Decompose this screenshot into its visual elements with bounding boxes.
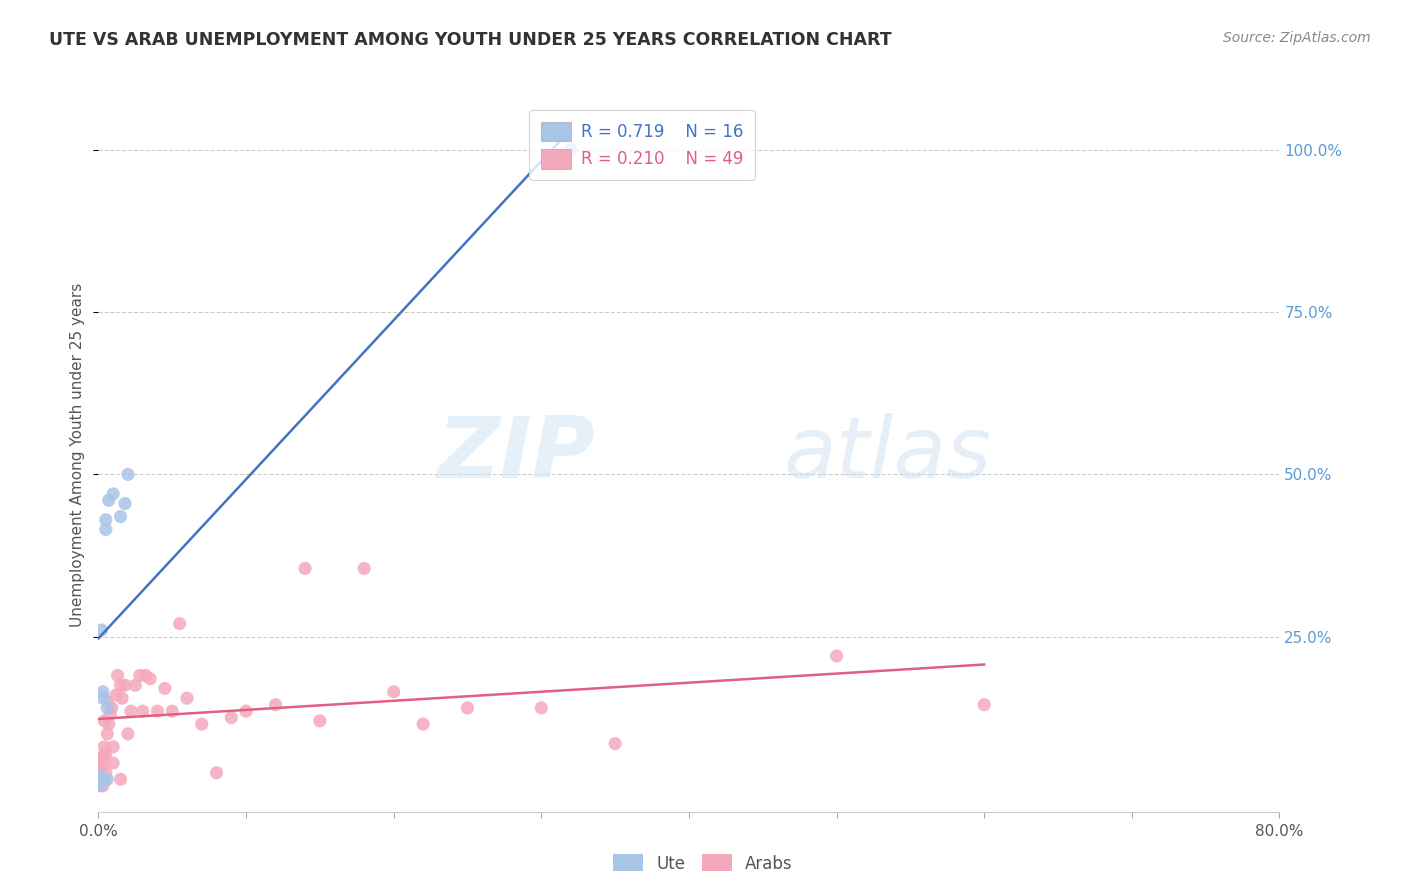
Point (94, 513, 117, 527)
Point (110, 772, 132, 787)
Point (382, 684, 405, 698)
Point (114, 678, 136, 692)
Point (120, 704, 142, 718)
Point (107, 668, 129, 682)
Point (264, 698, 287, 712)
Point (93, 739, 115, 754)
Text: atlas: atlas (783, 413, 991, 497)
Text: UTE VS ARAB UNEMPLOYMENT AMONG YOUTH UNDER 25 YEARS CORRELATION CHART: UTE VS ARAB UNEMPLOYMENT AMONG YOUTH UND… (49, 31, 891, 49)
Point (110, 509, 132, 524)
Text: Source: ZipAtlas.com: Source: ZipAtlas.com (1223, 31, 1371, 45)
Point (91, 749, 114, 764)
Point (128, 668, 150, 682)
Point (96, 727, 118, 741)
Point (90, 623, 112, 637)
Point (132, 704, 155, 718)
Point (98, 707, 121, 722)
Point (89, 763, 111, 777)
Point (191, 717, 214, 731)
Point (103, 739, 125, 754)
Point (103, 756, 125, 770)
Point (153, 681, 176, 696)
Point (219, 711, 242, 725)
Point (103, 487, 125, 501)
Point (139, 672, 162, 686)
Point (105, 688, 128, 702)
Point (560, 143, 582, 157)
Point (94, 523, 117, 537)
Point (111, 691, 134, 706)
Point (93, 772, 115, 787)
Point (97, 493, 120, 508)
Point (89, 779, 111, 793)
Point (117, 727, 139, 741)
Point (110, 678, 132, 692)
Point (124, 678, 146, 692)
Point (309, 714, 332, 728)
Point (169, 616, 191, 631)
Point (605, 737, 627, 751)
Point (412, 717, 434, 731)
Point (96, 772, 118, 787)
Point (530, 701, 553, 715)
Point (205, 765, 228, 780)
Point (146, 704, 169, 718)
Point (117, 467, 139, 482)
Point (96, 694, 118, 708)
Legend: Ute, Arabs: Ute, Arabs (606, 847, 800, 880)
Point (94, 765, 117, 780)
Point (235, 704, 257, 718)
Point (91, 684, 114, 698)
Point (973, 698, 995, 712)
Point (162, 704, 183, 718)
Point (100, 701, 122, 715)
Point (89, 769, 111, 783)
Point (91, 779, 114, 793)
Point (93, 714, 115, 728)
Point (97, 717, 120, 731)
Point (91, 691, 114, 706)
Point (89, 753, 111, 767)
Legend: R = 0.719    N = 16, R = 0.210    N = 49: R = 0.719 N = 16, R = 0.210 N = 49 (529, 110, 755, 180)
Point (90, 759, 112, 773)
Point (135, 668, 157, 682)
Point (825, 648, 848, 663)
Point (96, 701, 118, 715)
Y-axis label: Unemployment Among Youth under 25 years: Unemployment Among Youth under 25 years (70, 283, 86, 627)
Point (294, 561, 316, 575)
Text: ZIP: ZIP (437, 413, 595, 497)
Point (176, 691, 198, 706)
Point (353, 561, 375, 575)
Point (114, 497, 136, 511)
Point (94, 747, 117, 761)
Point (456, 701, 478, 715)
